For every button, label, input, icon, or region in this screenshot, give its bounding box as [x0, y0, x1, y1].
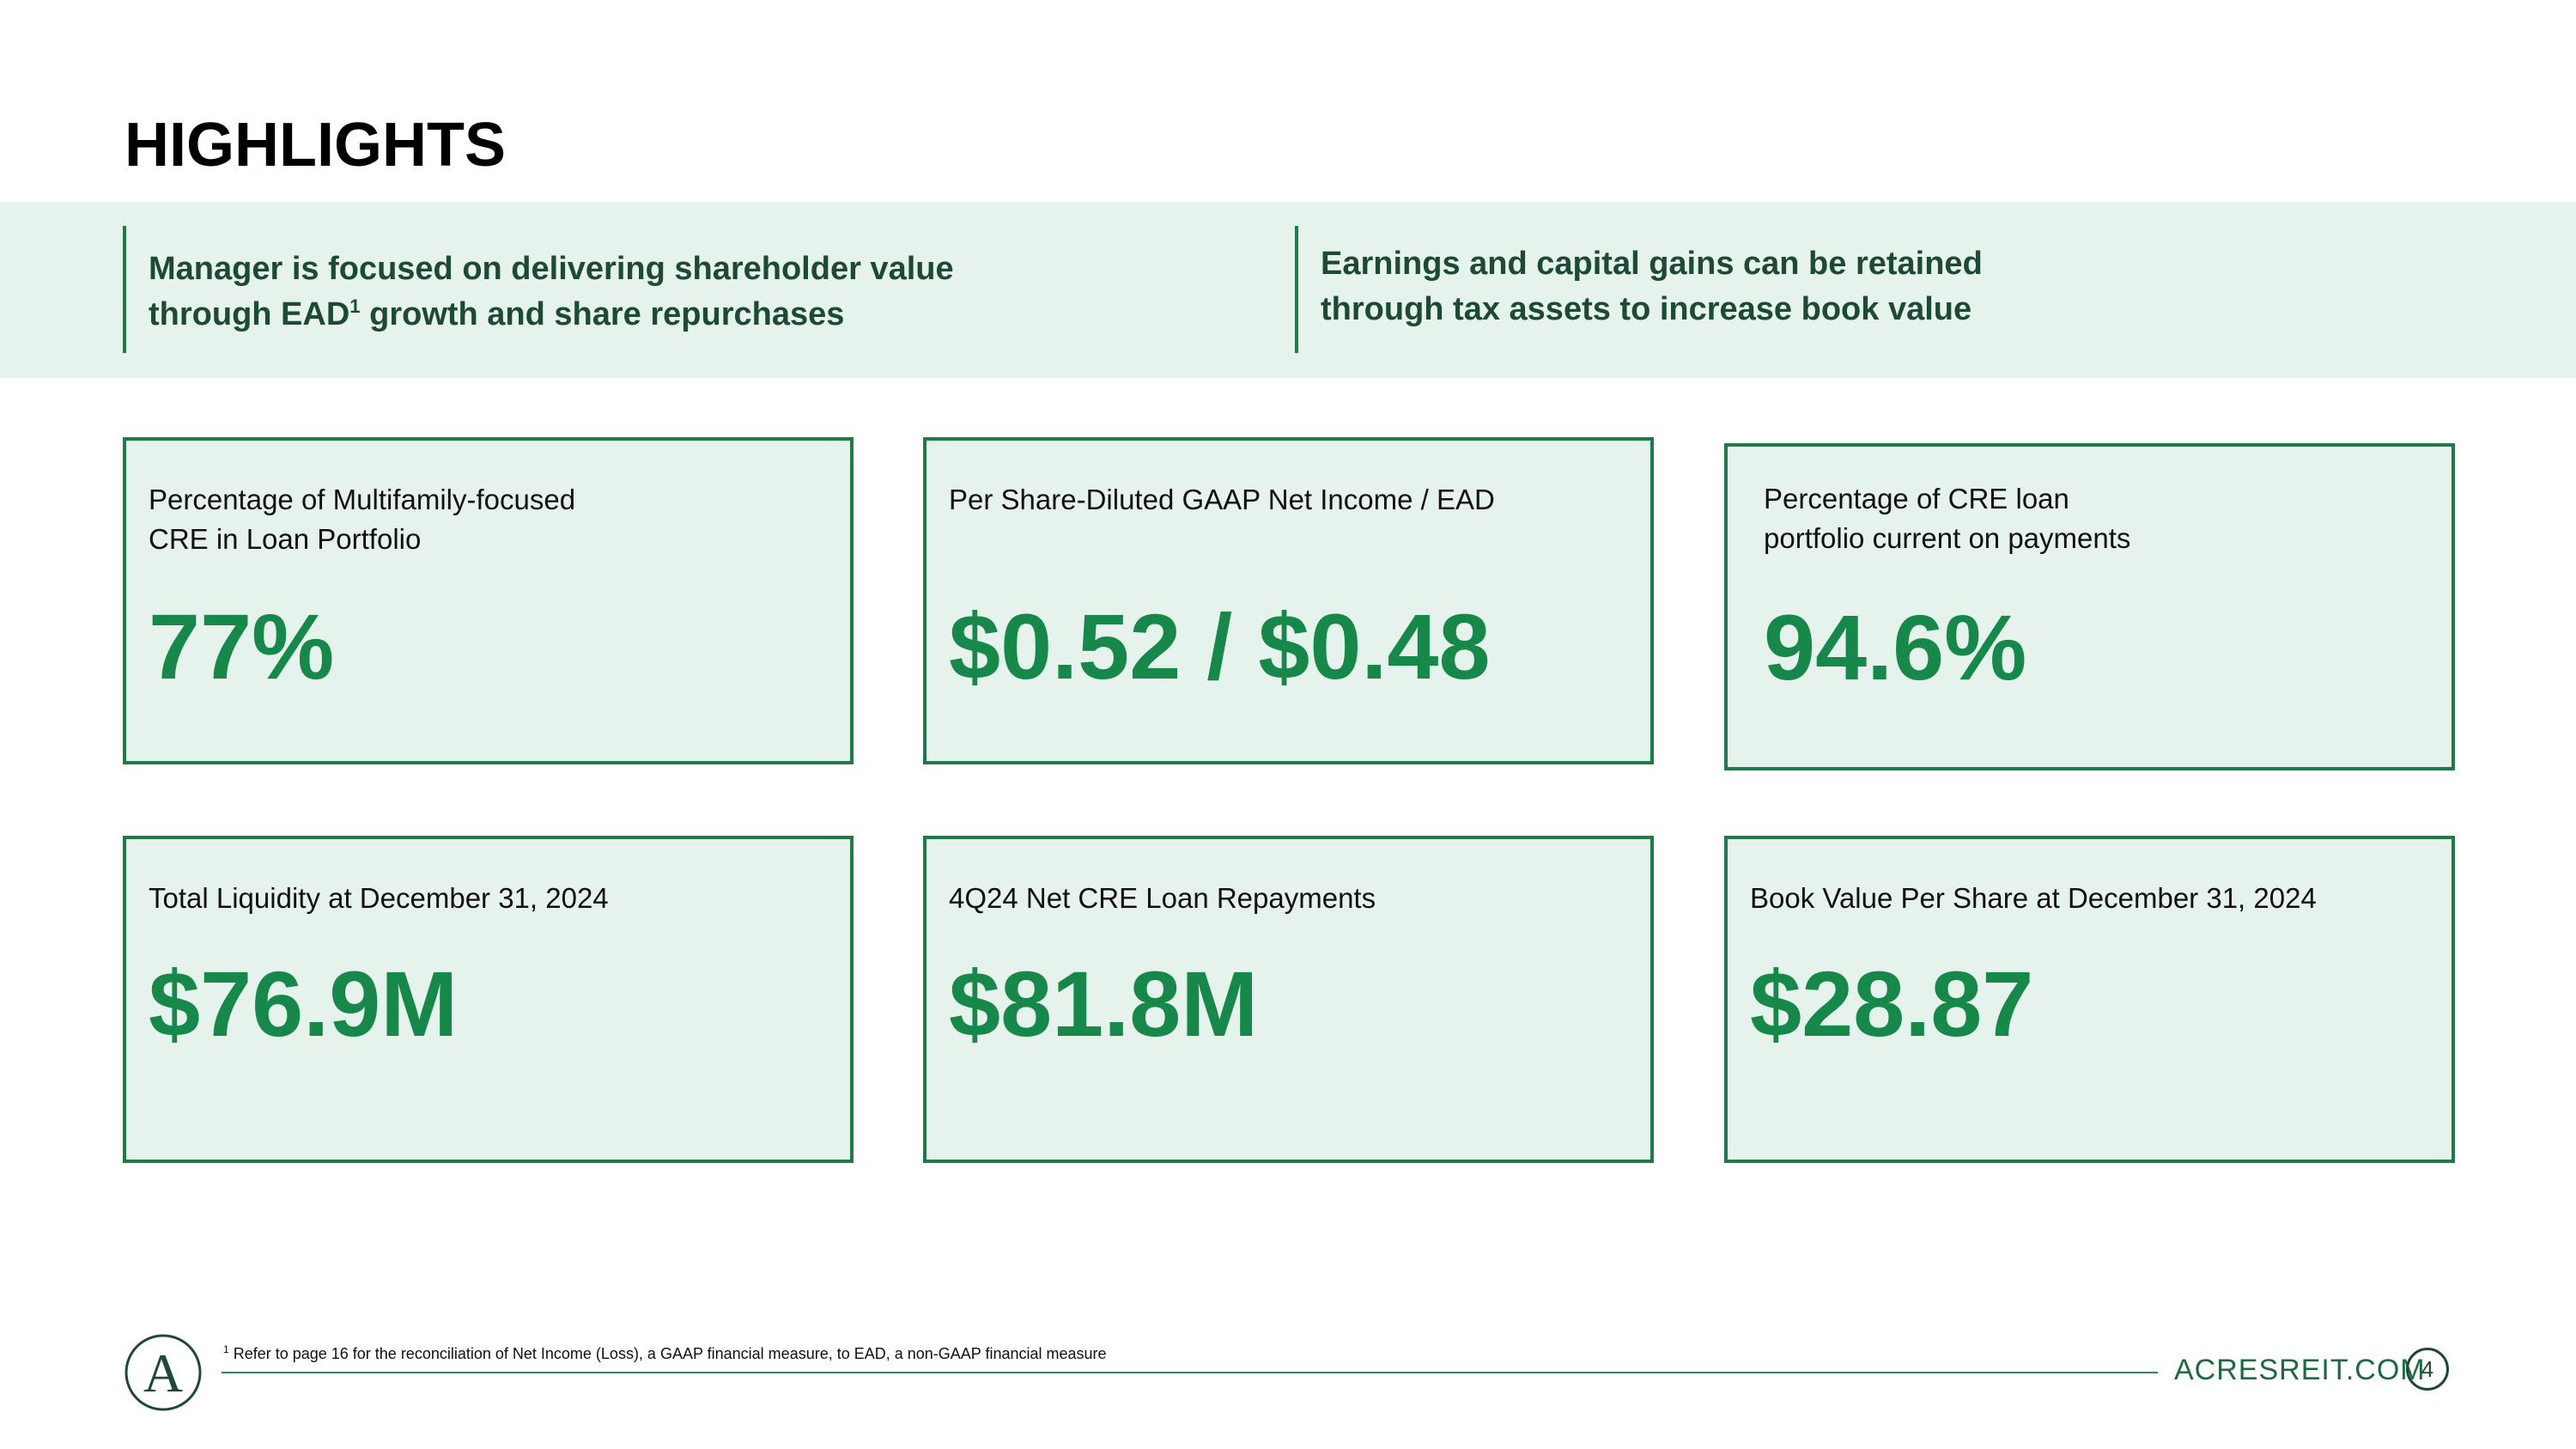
metric-card-current-payments: Percentage of CRE loan portfolio current…	[1724, 443, 2455, 770]
band-statement-left-text: Manager is focused on delivering shareho…	[149, 226, 1239, 338]
metric-value: $0.52 / $0.48	[949, 594, 1491, 698]
metric-value: 77%	[149, 594, 335, 698]
metric-card-book-value: Book Value Per Share at December 31, 202…	[1724, 836, 2455, 1163]
band-left-line2-prefix: through EAD	[149, 296, 350, 332]
band-statement-right: Earnings and capital gains can be retain…	[1295, 226, 2411, 353]
footnote-marker: 1	[223, 1343, 229, 1355]
band-right-line2: through tax assets to increase book valu…	[1321, 291, 1972, 327]
metric-label: Percentage of Multifamily-focused CRE in…	[149, 484, 576, 555]
highlights-band: Manager is focused on delivering shareho…	[0, 202, 2576, 378]
band-right-line1: Earnings and capital gains can be retain…	[1321, 246, 1983, 282]
band-left-line2: through EAD1 growth and share repurchase…	[149, 292, 1239, 338]
metric-card-loan-repayments: 4Q24 Net CRE Loan Repayments $81.8M	[923, 836, 1654, 1163]
metric-card-net-income: Per Share-Diluted GAAP Net Income / EAD …	[923, 437, 1654, 764]
band-left-line2-suffix: growth and share repurchases	[360, 296, 845, 332]
footnote-text: Refer to page 16 for the reconciliation …	[228, 1345, 1107, 1362]
website-link[interactable]: ACRESREIT.COM	[2174, 1354, 2426, 1386]
metric-label: Book Value Per Share at December 31, 202…	[1750, 882, 2317, 914]
band-statement-right-text: Earnings and capital gains can be retain…	[1321, 226, 2411, 332]
band-statement-left: Manager is focused on delivering shareho…	[123, 226, 1239, 353]
metric-card-multifamily: Percentage of Multifamily-focused CRE in…	[123, 437, 854, 764]
footnote-reference: 1	[349, 295, 361, 317]
acres-logo: A	[125, 1334, 202, 1411]
footer-divider	[222, 1372, 2158, 1373]
band-left-line1: Manager is focused on delivering shareho…	[149, 251, 954, 287]
metric-label: Total Liquidity at December 31, 2024	[149, 882, 609, 914]
page-number: 4	[2406, 1348, 2449, 1391]
metric-card-liquidity: Total Liquidity at December 31, 2024 $76…	[123, 836, 854, 1163]
page-title: HIGHLIGHTS	[125, 111, 506, 180]
metric-value: $28.87	[1750, 952, 2034, 1056]
metric-label: Percentage of CRE loan portfolio current…	[1764, 483, 2131, 554]
metric-value: $76.9M	[149, 952, 459, 1056]
metric-label: Per Share-Diluted GAAP Net Income / EAD	[949, 484, 1495, 515]
logo-ring	[125, 1334, 202, 1411]
logo-letter: A	[143, 1342, 183, 1403]
metric-value: $81.8M	[949, 952, 1259, 1056]
metric-value: 94.6%	[1764, 595, 2027, 699]
footnote: 1 Refer to page 16 for the reconciliatio…	[223, 1343, 1107, 1363]
metric-label: 4Q24 Net CRE Loan Repayments	[949, 882, 1376, 914]
